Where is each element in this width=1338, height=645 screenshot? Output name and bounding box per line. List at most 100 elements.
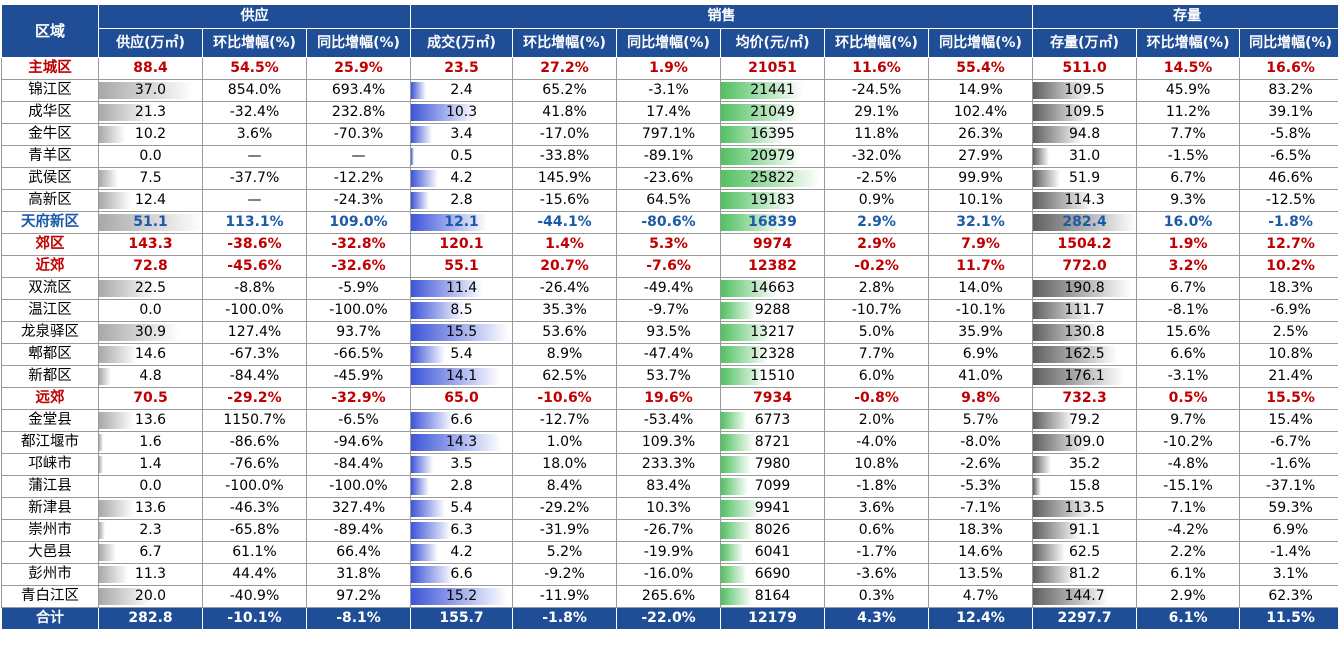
cell-stock-mom: -4.2% — [1136, 519, 1241, 542]
cell-supply-mom: -100.0% — [202, 299, 307, 322]
cell-sales-yoy: 93.5% — [616, 321, 722, 344]
cell-value: 16395 — [750, 126, 795, 142]
cell-value: -65.8% — [229, 522, 280, 538]
cell-value: -24.3% — [333, 192, 384, 208]
cell-value: -84.4% — [333, 456, 384, 472]
cell-stock-yoy: -5.8% — [1239, 123, 1338, 146]
cell-supply-mom: — — [202, 189, 307, 212]
cell-supply-yoy: -100.0% — [305, 299, 412, 322]
cell-value: 15.2 — [445, 588, 478, 604]
cell-stock-yoy: 2.5% — [1239, 321, 1338, 344]
cell-stock-area: 62.5 — [1032, 541, 1138, 564]
data-bar — [411, 544, 438, 561]
cell-price-yoy: -7.1% — [928, 497, 1034, 520]
cell-value: 2.9% — [857, 214, 896, 230]
cell-sales-area: 10.3 — [410, 101, 514, 124]
cell-value: 97.2% — [336, 588, 381, 604]
cell-value: -67.3% — [229, 346, 280, 362]
cell-supply-area: 143.3 — [98, 233, 203, 256]
cell-supply-yoy: 66.4% — [305, 541, 412, 564]
cell-value: 大邑县 — [28, 544, 72, 560]
cell-value: 25822 — [750, 170, 795, 186]
cell-supply-area: 7.5 — [98, 167, 203, 190]
cell-stock-mom: 1.9% — [1136, 233, 1241, 256]
table-row: 彭州市 11.3 44.4% 31.8% 6.6 -9.2% -16.0% 6690 -3.6%… — [1, 563, 1338, 586]
cell-value: 近郊 — [35, 258, 65, 274]
cell-value: -37.1% — [1265, 478, 1316, 494]
cell-stock-yoy: 6.9% — [1239, 519, 1338, 542]
header-sales-yoy: 同比增幅(%) — [616, 28, 722, 58]
data-bar — [99, 346, 137, 363]
cell-sales-mom: 8.9% — [512, 343, 618, 366]
cell-value: 265.6% — [641, 588, 696, 604]
cell-region: 郊区 — [1, 233, 99, 256]
cell-value: 2.2% — [1170, 544, 1206, 560]
cell-stock-area: 1504.2 — [1032, 233, 1138, 256]
cell-value: 93.5% — [646, 324, 691, 340]
cell-supply-area: 51.1 — [98, 211, 203, 234]
cell-value: 18.3% — [1268, 280, 1313, 296]
cell-sales-yoy: 233.3% — [616, 453, 722, 476]
cell-value: 5.4 — [450, 346, 473, 362]
table-row: 大邑县 6.7 61.1% 66.4% 4.2 5.2% -19.9% 6041 -1.7% 14… — [1, 541, 1338, 564]
cell-sales-mom: 145.9% — [512, 167, 618, 190]
cell-supply-area: 13.6 — [98, 409, 203, 432]
cell-supply-area: 0.0 — [98, 145, 203, 168]
cell-supply-area: 88.4 — [98, 57, 203, 80]
cell-value: — — [351, 148, 366, 164]
cell-region: 都江堰市 — [1, 431, 99, 454]
cell-stock-mom: 2.9% — [1136, 585, 1241, 608]
cell-value: 21441 — [750, 82, 795, 98]
cell-supply-yoy: -6.5% — [305, 409, 412, 432]
cell-value: 511.0 — [1062, 60, 1107, 76]
header-sales-mom: 环比增幅(%) — [512, 28, 618, 58]
table-row: 都江堰市 1.6 -86.6% -94.6% 14.3 1.0% 109.3% 8721 -4.… — [1, 431, 1338, 454]
table-row: 远郊 70.5 -29.2% -32.9% 65.0 -10.6% 19.6% 7934 -0.… — [1, 387, 1338, 410]
cell-value: 都江堰市 — [21, 434, 79, 450]
cell-value: -5.3% — [960, 478, 1001, 494]
cell-sales-yoy: -89.1% — [616, 145, 722, 168]
data-bar — [1033, 412, 1074, 429]
cell-price-yoy: 6.9% — [928, 343, 1034, 366]
cell-value: 4.2 — [450, 544, 473, 560]
cell-value: 83.2% — [1268, 82, 1313, 98]
cell-value: 232.8% — [331, 104, 386, 120]
cell-value: -11.9% — [539, 588, 590, 604]
cell-sales-mom: 18.0% — [512, 453, 618, 476]
cell-supply-mom: -65.8% — [202, 519, 307, 542]
cell-value: 1.4 — [139, 456, 162, 472]
table-row: 金堂县 13.6 1150.7% -6.5% 6.6 -12.7% -53.4% 6773 2.… — [1, 409, 1338, 432]
cell-price-mom: -10.7% — [824, 299, 930, 322]
cell-stock-area: 15.8 — [1032, 475, 1138, 498]
cell-price-mom: -0.8% — [824, 387, 930, 410]
cell-value: -40.9% — [229, 588, 280, 604]
cell-value: 青羊区 — [28, 148, 72, 164]
cell-sales-area: 2.8 — [410, 475, 514, 498]
cell-region: 主城区 — [1, 57, 99, 80]
cell-stock-mom: -1.5% — [1136, 145, 1241, 168]
cell-price-mom: 2.9% — [824, 211, 930, 234]
cell-value: 6.7% — [1170, 170, 1206, 186]
data-bar — [411, 82, 427, 99]
cell-sales-area: 2.4 — [410, 79, 514, 102]
cell-value: 8164 — [754, 588, 791, 604]
cell-sales-mom: -9.2% — [512, 563, 618, 586]
cell-value: -1.8% — [856, 478, 897, 494]
cell-value: 66.4% — [336, 544, 381, 560]
cell-value: 11.4 — [445, 280, 478, 296]
cell-value: 102.4% — [953, 104, 1008, 120]
cell-price-mom: 2.0% — [824, 409, 930, 432]
cell-value: 145.9% — [537, 170, 592, 186]
cell-avg-price: 25822 — [720, 167, 826, 190]
cell-avg-price: 6041 — [720, 541, 826, 564]
cell-value: 8.4% — [546, 478, 583, 494]
cell-value: -10.1% — [955, 302, 1006, 318]
table-row: 温江区 0.0 -100.0% -100.0% 8.5 35.3% -9.7% 9288 -10… — [1, 299, 1338, 322]
cell-value: -12.7% — [539, 412, 590, 428]
cell-sales-mom: 27.2% — [512, 57, 618, 80]
cell-sales-mom: 20.7% — [512, 255, 618, 278]
cell-stock-yoy: 18.3% — [1239, 277, 1338, 300]
cell-value: 14.0% — [958, 280, 1003, 296]
cell-value: 62.5 — [1068, 544, 1101, 560]
cell-stock-area: 35.2 — [1032, 453, 1138, 476]
